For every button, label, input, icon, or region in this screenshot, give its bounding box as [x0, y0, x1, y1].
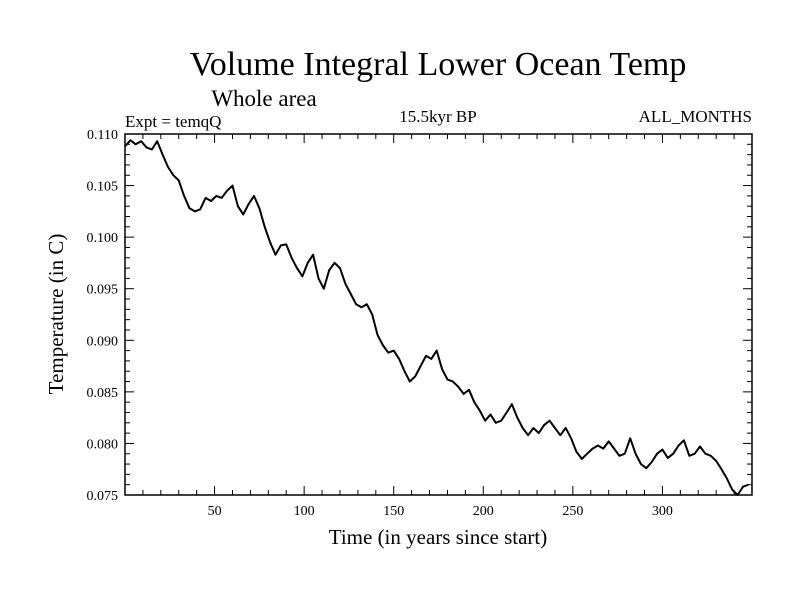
chart-subtitle: Whole area: [211, 86, 316, 111]
series-line-temqQ: [124, 139, 749, 496]
y-tick-label: 0.100: [87, 231, 119, 246]
x-tick-label: 100: [294, 504, 315, 519]
y-tick-label: 0.105: [87, 180, 119, 195]
x-tick-label: 50: [208, 504, 222, 519]
x-tick-label: 200: [473, 504, 494, 519]
y-tick-label: 0.085: [87, 386, 119, 401]
x-tick-labels: 50 100 150 200 250 300: [208, 504, 673, 519]
y-axis-label: Temperature (in C): [44, 234, 68, 395]
y-tick-label: 0.075: [87, 489, 119, 504]
y-tick-labels: 0.075 0.080 0.085 0.090 0.095 0.100 0.105 0.110: [87, 128, 119, 504]
y-tick-label: 0.080: [87, 437, 119, 452]
experiment-label: Expt = temqQ: [125, 112, 221, 131]
x-tick-label: 300: [652, 504, 673, 519]
x-axis-label: Time (in years since start): [329, 525, 548, 549]
y-tick-label: 0.090: [87, 334, 119, 349]
x-tick-label: 150: [383, 504, 404, 519]
axis-ticks: [125, 133, 752, 496]
y-tick-label: 0.110: [87, 128, 118, 143]
x-tick-label: 250: [562, 504, 583, 519]
y-tick-label: 0.095: [87, 283, 119, 298]
chart-title: Volume Integral Lower Ocean Temp: [190, 46, 687, 83]
period-label: 15.5kyr BP: [399, 107, 476, 126]
plot-frame: [124, 133, 753, 496]
months-label: ALL_MONTHS: [639, 107, 752, 126]
